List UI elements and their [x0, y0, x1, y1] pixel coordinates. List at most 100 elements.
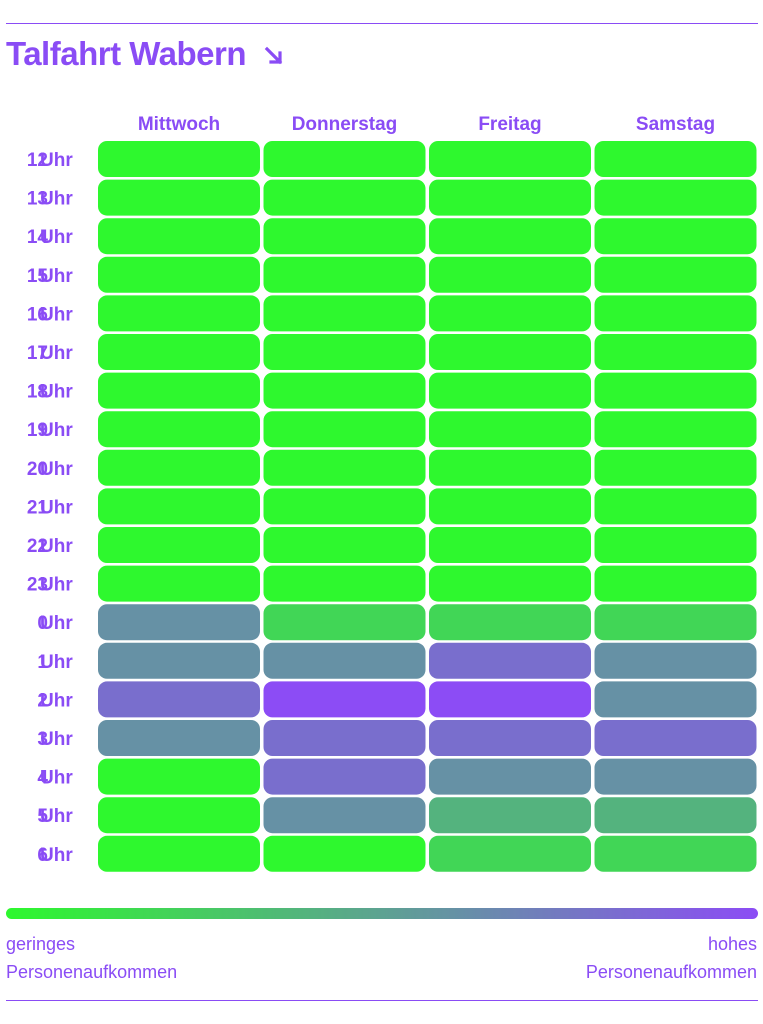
row-label-unit: Uhr: [40, 420, 73, 441]
row-label: 4: [37, 768, 48, 789]
heatmap-cell: [594, 179, 757, 216]
heatmap-cell: [263, 295, 426, 332]
row-label: 14: [27, 227, 49, 248]
heatmap-cell: [594, 527, 757, 563]
heatmap-cell: [98, 141, 260, 177]
heatmap-cell: [98, 797, 260, 834]
heatmap-cell: [594, 642, 757, 679]
heatmap-cell: [98, 642, 260, 679]
heatmap-cell: [263, 797, 426, 834]
top-rule: [6, 23, 758, 24]
row-label-unit: Uhr: [40, 304, 73, 325]
column-label: Samstag: [636, 114, 715, 135]
heatmap-cell: [263, 758, 426, 795]
row-label-unit: Uhr: [40, 729, 73, 750]
heatmap-cell: [263, 141, 426, 177]
row-label-unit: Uhr: [40, 227, 73, 248]
heatmap-cell: [594, 681, 757, 718]
row-label: 13: [27, 189, 48, 210]
heatmap-cell: [594, 835, 757, 872]
arrow-down-right-icon: [264, 47, 282, 65]
heatmap-cell: [98, 604, 260, 641]
heatmap-cell: [594, 488, 757, 525]
heatmap-cell: [594, 372, 757, 409]
heatmap-cell: [98, 720, 260, 756]
heatmap-cell: [98, 334, 260, 370]
heatmap-cell: [98, 295, 260, 332]
row-label-unit: Uhr: [40, 768, 73, 789]
heatmap-cell: [263, 411, 426, 448]
row-label: 5: [37, 806, 48, 827]
heatmap-cell: [263, 372, 426, 409]
heatmap-cell: [429, 720, 591, 756]
heatmap-cell: [429, 372, 591, 409]
heatmap-cell: [594, 218, 757, 255]
heatmap-cell: [429, 758, 591, 795]
row-label-unit: Uhr: [40, 497, 73, 518]
row-label: 12: [27, 150, 48, 171]
heatmap-cell: [263, 565, 426, 602]
row-label-unit: Uhr: [40, 343, 73, 364]
row-label-unit: Uhr: [40, 690, 73, 711]
heatmap-cell: [594, 720, 757, 756]
heatmap-cell: [429, 449, 591, 486]
legend-low-line-2: Personenaufkommen: [6, 962, 178, 982]
heatmap-cell: [594, 604, 757, 641]
row-label: 1: [37, 652, 48, 673]
heatmap-cell: [429, 642, 591, 679]
column-label: Mittwoch: [138, 114, 220, 135]
legend-low-line-1: geringes: [6, 934, 76, 954]
legend-low-label: geringes Personenaufkommen: [6, 930, 177, 986]
heatmap-cell: [429, 411, 591, 448]
heatmap-cell: [263, 218, 426, 255]
heatmap-cell: [263, 604, 426, 641]
heatmap-cell: [594, 334, 757, 370]
heatmap-cell: [98, 488, 260, 525]
row-label: 21: [27, 497, 49, 518]
row-label-unit: Uhr: [40, 189, 73, 210]
heatmap-chart: Mittwoch Donnerstag Freitag Samstag12Uhr13U…: [27, 114, 757, 872]
heatmap-cell: [429, 334, 591, 370]
heatmap-cell: [594, 449, 757, 486]
legend-high-label: hohes Personenaufkommen: [586, 930, 757, 986]
row-label: 22: [27, 536, 48, 557]
row-label: 6: [37, 845, 48, 866]
row-label-unit: Uhr: [40, 536, 73, 557]
bottom-rule: [6, 1000, 758, 1001]
heatmap-cell: [429, 295, 591, 332]
row-label-unit: Uhr: [40, 382, 73, 403]
heatmap-cell: [429, 835, 591, 872]
heatmap-cell: [98, 527, 260, 563]
heatmap-cell: [429, 179, 591, 216]
row-label-unit: Uhr: [40, 150, 73, 171]
heatmap-cell: [98, 681, 260, 718]
heatmap-cell: [594, 411, 757, 448]
row-label: 19: [27, 420, 48, 441]
row-label-unit: Uhr: [40, 575, 73, 596]
heatmap-cell: [594, 141, 757, 177]
row-label-unit: Uhr: [40, 266, 73, 287]
heatmap-cell: [429, 141, 591, 177]
heatmap-cell: [98, 758, 260, 795]
heatmap-cell: [263, 835, 426, 872]
legend-high-line-2: Personenaufkommen: [585, 962, 757, 982]
row-label-unit: Uhr: [40, 845, 73, 866]
heatmap-cell: [98, 565, 260, 602]
chart-title: Talfahrt Wabern: [6, 35, 285, 73]
row-label: 20: [27, 459, 48, 480]
row-label: 16: [27, 304, 48, 325]
row-label-unit: Uhr: [40, 652, 73, 673]
chart-title-text: Talfahrt Wabern: [6, 35, 247, 72]
heatmap-cell: [429, 256, 591, 293]
heatmap-cell: [263, 256, 426, 293]
heatmap-cell: [429, 604, 591, 641]
row-label: 23: [27, 575, 48, 596]
row-label-unit: Uhr: [40, 806, 73, 827]
heatmap-cell: [263, 681, 426, 718]
heatmap-cell: [98, 449, 260, 486]
heatmap-cell: [263, 527, 426, 563]
heatmap-cell: [594, 758, 757, 795]
heatmap-cell: [429, 797, 591, 834]
row-label: 3: [37, 729, 48, 750]
legend-high-line-1: hohes: [707, 934, 757, 954]
